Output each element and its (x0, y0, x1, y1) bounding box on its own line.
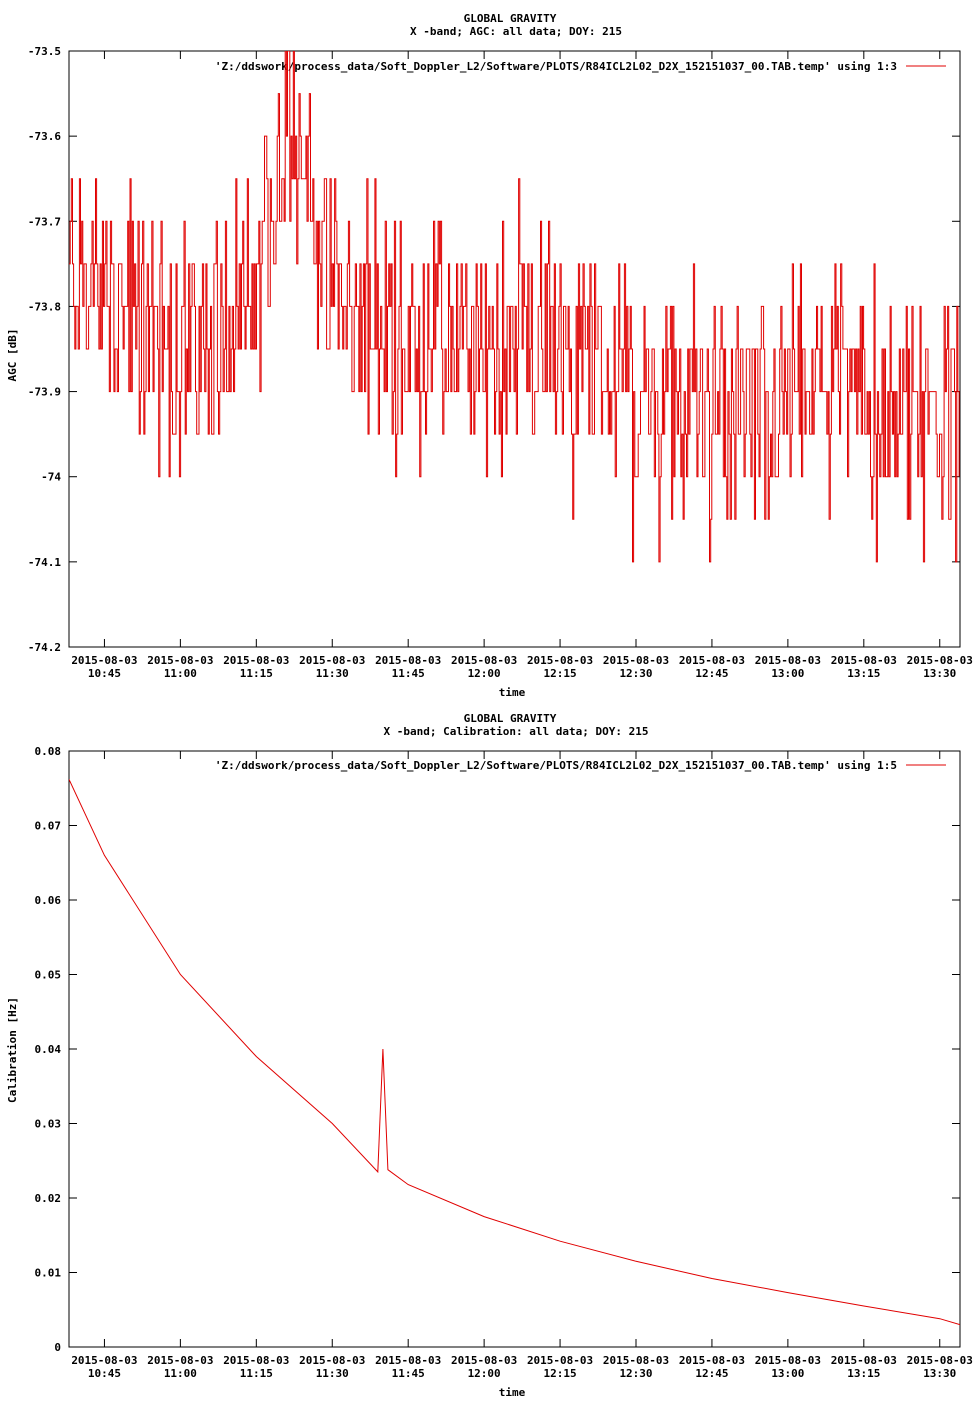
x-tick-time: 11:45 (392, 1367, 425, 1380)
y-tick-label: 0.06 (35, 894, 62, 907)
x-tick-date: 2015-08-03 (223, 654, 289, 667)
x-tick-date: 2015-08-03 (71, 654, 137, 667)
y-tick-label: -73.9 (28, 386, 61, 399)
x-tick-time: 10:45 (88, 667, 121, 680)
chart-title: GLOBAL GRAVITY (464, 12, 557, 25)
x-tick-time: 13:15 (847, 667, 880, 680)
x-tick-time: 13:30 (923, 1367, 956, 1380)
x-tick-date: 2015-08-03 (451, 654, 517, 667)
y-tick-label: -73.7 (28, 215, 61, 228)
x-tick-date: 2015-08-03 (527, 654, 593, 667)
x-tick-date: 2015-08-03 (907, 1354, 973, 1367)
x-tick-time: 11:00 (164, 1367, 197, 1380)
x-axis-label: time (499, 1386, 526, 1399)
y-tick-label: 0.07 (35, 820, 62, 833)
x-tick-time: 10:45 (88, 1367, 121, 1380)
x-tick-time: 12:00 (468, 667, 501, 680)
x-tick-date: 2015-08-03 (603, 654, 669, 667)
y-tick-label: 0.04 (35, 1043, 62, 1056)
x-tick-date: 2015-08-03 (679, 1354, 745, 1367)
x-tick-date: 2015-08-03 (71, 1354, 137, 1367)
x-tick-time: 11:00 (164, 667, 197, 680)
y-tick-label: -74.2 (28, 641, 61, 654)
x-tick-date: 2015-08-03 (527, 1354, 593, 1367)
x-tick-date: 2015-08-03 (755, 1354, 821, 1367)
x-tick-time: 12:15 (544, 1367, 577, 1380)
y-axis-label: AGC [dB] (6, 329, 19, 382)
x-tick-time: 12:30 (619, 667, 652, 680)
y-tick-label: 0.02 (35, 1192, 62, 1205)
x-tick-time: 11:45 (392, 667, 425, 680)
x-tick-date: 2015-08-03 (831, 1354, 897, 1367)
x-tick-time: 13:30 (923, 667, 956, 680)
x-tick-date: 2015-08-03 (907, 654, 973, 667)
plot-frame (68, 750, 961, 1348)
x-tick-time: 12:30 (619, 1367, 652, 1380)
x-tick-date: 2015-08-03 (299, 654, 365, 667)
x-tick-time: 11:30 (316, 1367, 349, 1380)
y-tick-label: 0.01 (35, 1267, 62, 1280)
y-tick-label: 0.05 (35, 969, 62, 982)
plot-frame (68, 50, 961, 648)
x-tick-date: 2015-08-03 (299, 1354, 365, 1367)
x-tick-time: 12:45 (695, 1367, 728, 1380)
x-tick-time: 11:15 (240, 1367, 273, 1380)
x-tick-date: 2015-08-03 (603, 1354, 669, 1367)
x-tick-date: 2015-08-03 (375, 1354, 441, 1367)
y-tick-label: 0.03 (35, 1118, 62, 1131)
x-tick-date: 2015-08-03 (831, 654, 897, 667)
x-axis-label: time (499, 686, 526, 699)
chart-subtitle: X -band; AGC: all data; DOY: 215 (410, 25, 622, 38)
x-tick-date: 2015-08-03 (755, 654, 821, 667)
x-tick-time: 11:15 (240, 667, 273, 680)
y-tick-label: 0.08 (35, 745, 62, 758)
y-tick-label: -73.8 (28, 300, 61, 313)
y-tick-label: 0 (54, 1341, 61, 1354)
y-tick-label: -73.6 (28, 130, 61, 143)
x-tick-time: 12:15 (544, 667, 577, 680)
x-tick-date: 2015-08-03 (147, 654, 213, 667)
x-tick-date: 2015-08-03 (679, 654, 745, 667)
y-tick-label: -74.1 (28, 556, 61, 569)
chart-subtitle: X -band; Calibration: all data; DOY: 215 (384, 725, 649, 738)
chart-title: GLOBAL GRAVITY (464, 712, 557, 725)
series-line (69, 51, 960, 563)
y-axis-label: Calibration [Hz] (6, 997, 19, 1103)
x-tick-date: 2015-08-03 (147, 1354, 213, 1367)
series-line (69, 779, 960, 1326)
x-tick-time: 13:00 (771, 667, 804, 680)
x-tick-time: 13:15 (847, 1367, 880, 1380)
x-tick-time: 13:00 (771, 1367, 804, 1380)
y-tick-label: -74 (41, 471, 61, 484)
x-tick-time: 12:00 (468, 1367, 501, 1380)
y-tick-label: -73.5 (28, 45, 61, 58)
x-tick-date: 2015-08-03 (375, 654, 441, 667)
x-tick-time: 12:45 (695, 667, 728, 680)
x-tick-date: 2015-08-03 (451, 1354, 517, 1367)
legend-label: 'Z:/ddswork/process_data/Soft_Doppler_L2… (215, 60, 897, 73)
x-tick-date: 2015-08-03 (223, 1354, 289, 1367)
x-tick-time: 11:30 (316, 667, 349, 680)
legend-label: 'Z:/ddswork/process_data/Soft_Doppler_L2… (215, 759, 897, 772)
